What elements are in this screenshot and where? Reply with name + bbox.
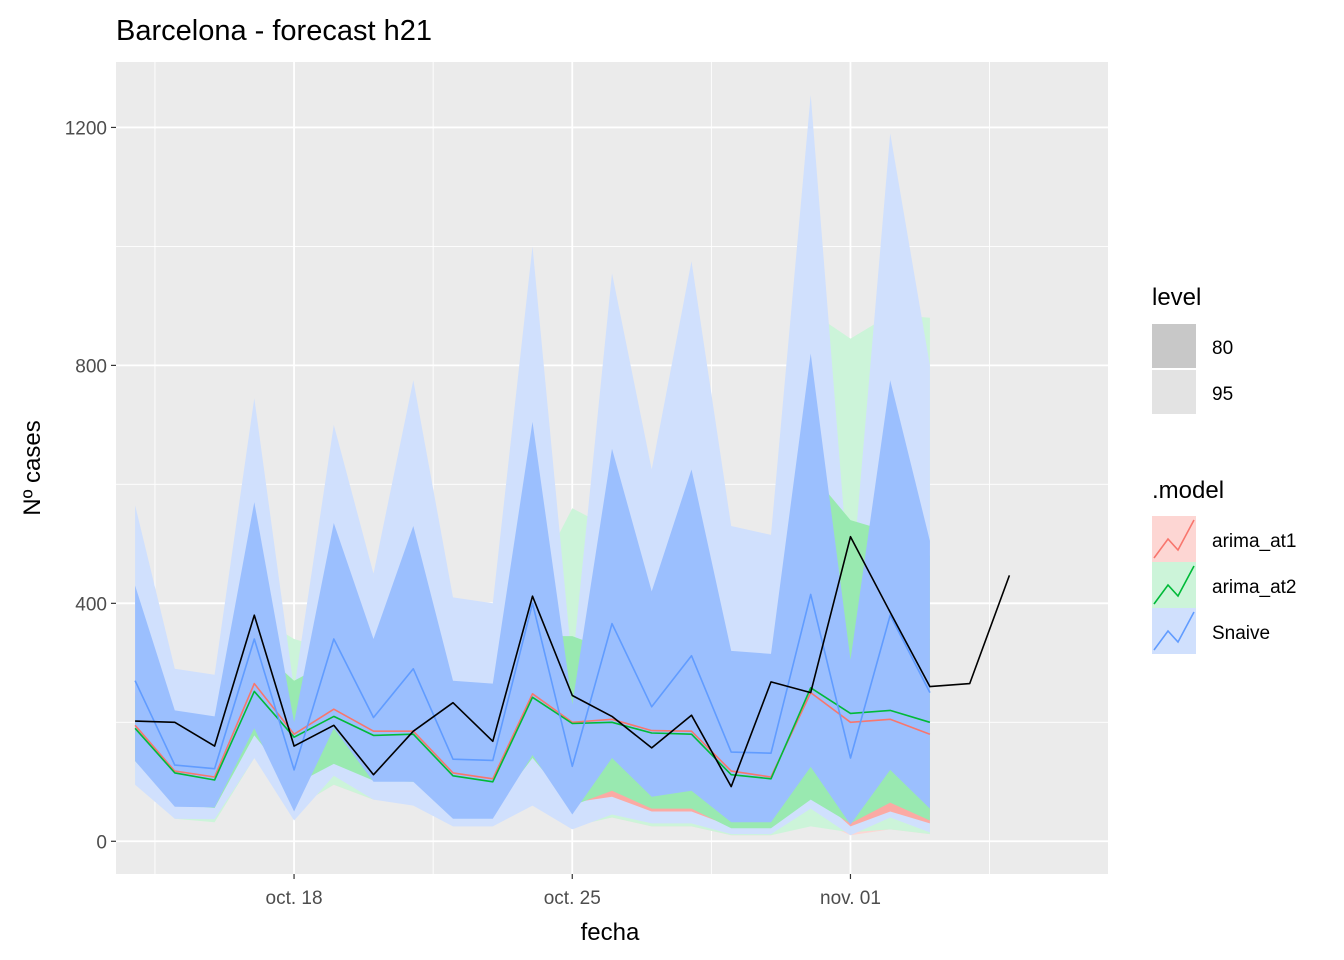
legend: level 80 95 .model arima_at1 arima_at2 S… <box>1152 284 1297 654</box>
legend-arima-at1-line-icon <box>1153 519 1195 559</box>
arima-at1-forecast-line <box>134 682 931 780</box>
legend-arima-at1-label: arima_at1 <box>1212 531 1297 552</box>
snaive-80-interval <box>135 353 930 825</box>
y-tick-label: 1200 <box>65 118 107 139</box>
legend-arima-at1-key <box>1152 516 1196 562</box>
snaive-forecast-line <box>134 593 931 771</box>
x-tick-label: oct. 25 <box>544 888 601 909</box>
x-axis: oct. 18 oct. 25 nov. 01 <box>266 874 881 909</box>
legend-snaive-key <box>1152 608 1196 654</box>
legend-snaive-label: Snaive <box>1212 623 1270 644</box>
legend-snaive-line-icon <box>1153 611 1195 651</box>
x-tick-label: nov. 01 <box>820 888 881 909</box>
legend-level-80-key <box>1152 324 1196 368</box>
legend-level-95-key <box>1152 370 1196 414</box>
legend-arima-at2-label: arima_at2 <box>1212 577 1297 598</box>
y-tick-label: 0 <box>96 832 107 853</box>
observed-line <box>135 535 1011 788</box>
legend-arima-at2-line-icon <box>1153 565 1195 605</box>
forecast-intervals <box>135 94 930 836</box>
y-axis-title: Nº cases <box>19 420 46 515</box>
y-axis: 0 400 800 1200 <box>65 118 116 853</box>
legend-level-95-label: 95 <box>1212 384 1233 405</box>
y-tick-label: 400 <box>75 594 107 615</box>
x-axis-title: fecha <box>581 919 640 946</box>
legend-level-80-label: 80 <box>1212 338 1233 359</box>
legend-arima-at2-key <box>1152 562 1196 608</box>
legend-level-title: level <box>1152 284 1201 311</box>
chart-title: Barcelona - forecast h21 <box>116 15 432 47</box>
legend-model-title: .model <box>1152 477 1224 504</box>
y-tick-label: 800 <box>75 356 107 377</box>
x-tick-label: oct. 18 <box>266 888 323 909</box>
arima-at2-forecast-line <box>134 686 931 783</box>
forecast-lines <box>134 535 1011 788</box>
